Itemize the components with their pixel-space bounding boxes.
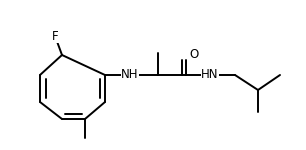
- Text: O: O: [189, 48, 198, 62]
- Text: NH: NH: [121, 69, 139, 81]
- Text: F: F: [52, 30, 58, 42]
- Text: HN: HN: [201, 69, 219, 81]
